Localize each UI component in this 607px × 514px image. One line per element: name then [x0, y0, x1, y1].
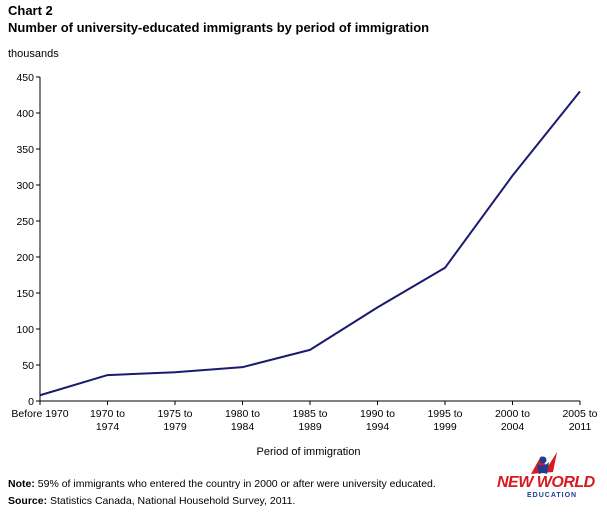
x-tick-label: 2000 to 2004: [495, 408, 530, 433]
x-axis-ticks: Before 1970 1970 to 1974 1975 to 1979 1980 to…: [11, 401, 598, 433]
x-tick-label: 1970 to 1974: [90, 408, 125, 433]
chart-series: [39, 90, 581, 397]
y-tick-label: 100: [16, 324, 34, 336]
y-tick-label: 300: [16, 180, 34, 192]
source-label: Source:: [8, 495, 48, 507]
chart-axes: [39, 77, 580, 402]
x-tick-label: 2005 to 2011: [562, 408, 597, 433]
logo-figure-icon: [531, 452, 557, 474]
x-axis-title: Period of immigration: [256, 446, 361, 458]
x-tick-label: Before 1970: [11, 408, 68, 420]
source-line: Source: Statistics Canada, National Hous…: [8, 495, 295, 507]
source-text: Statistics Canada, National Household Su…: [47, 495, 296, 507]
x-tick-label: 1980 to 1984: [225, 408, 260, 433]
y-tick-label: 50: [22, 360, 34, 372]
series-line: [39, 90, 581, 397]
x-tick-label: 1995 to 1999: [427, 408, 462, 433]
x-tick-label: 1985 to 1989: [292, 408, 327, 433]
x-tick-label: 1990 to 1994: [360, 408, 395, 433]
y-tick-label: 0: [28, 396, 34, 408]
logo-wordmark: NEW WORLD: [497, 474, 595, 491]
x-tick-label: 1975 to 1979: [157, 408, 192, 433]
y-tick-label: 150: [16, 288, 34, 300]
y-tick-label: 200: [16, 252, 34, 264]
footnote: Note: 59% of immigrants who entered the …: [8, 478, 436, 490]
note-label: Note:: [8, 478, 35, 490]
note-text: 59% of immigrants who entered the countr…: [34, 478, 436, 490]
new-world-education-logo: NEW WORLD EDUCATION: [497, 452, 601, 504]
y-tick-label: 450: [16, 72, 34, 84]
chart-title: Number of university-educated immigrants…: [8, 20, 430, 35]
y-axis-unit-label: thousands: [8, 48, 59, 60]
y-tick-label: 400: [16, 108, 34, 120]
logo-subtext: EDUCATION: [527, 492, 578, 499]
chart-number-label: Chart 2: [8, 3, 53, 18]
y-axis-ticks: 0 50 100 150 200 250 300 350 400 450: [16, 72, 40, 408]
y-tick-label: 350: [16, 144, 34, 156]
y-tick-label: 250: [16, 216, 34, 228]
